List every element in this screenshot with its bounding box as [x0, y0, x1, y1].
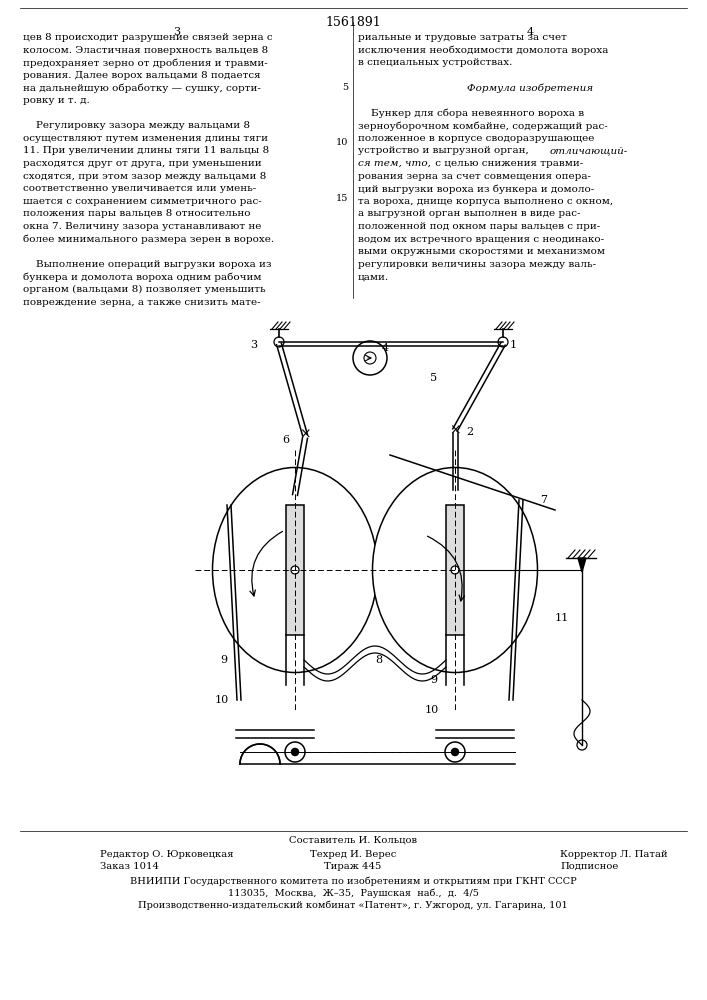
Text: Заказ 1014: Заказ 1014: [100, 862, 159, 871]
Text: цами.: цами.: [358, 272, 389, 281]
Circle shape: [274, 337, 284, 347]
Circle shape: [285, 742, 305, 762]
Text: 9: 9: [220, 655, 227, 665]
Text: Тираж 445: Тираж 445: [325, 862, 382, 871]
Text: 4: 4: [527, 27, 534, 37]
Text: зерноуборочном комбайне, содержащий рас-: зерноуборочном комбайне, содержащий рас-: [358, 121, 608, 131]
Text: Выполнение операций выгрузки вороха из: Выполнение операций выгрузки вороха из: [23, 260, 271, 269]
Bar: [286, 505, 304, 635]
Text: 7: 7: [540, 495, 547, 505]
Text: Корректор Л. Патай: Корректор Л. Патай: [560, 850, 667, 859]
Text: цев 8 происходит разрушение связей зерна с: цев 8 происходит разрушение связей зерна…: [23, 33, 273, 42]
Polygon shape: [578, 558, 586, 572]
Text: Производственно-издательский комбинат «Патент», г. Ужгород, ул. Гагарина, 101: Производственно-издательский комбинат «П…: [138, 900, 568, 910]
Text: 10: 10: [215, 695, 229, 705]
Text: ×: ×: [449, 423, 461, 437]
Text: 8: 8: [375, 655, 382, 665]
Text: положения пары вальцев 8 относительно: положения пары вальцев 8 относительно: [23, 209, 250, 218]
Text: ВНИИПИ Государственного комитета по изобретениям и открытиям при ГКНТ СССР: ВНИИПИ Государственного комитета по изоб…: [129, 876, 576, 886]
Text: бункера и домолота вороха одним рабочим: бункера и домолота вороха одним рабочим: [23, 272, 262, 282]
Text: 1: 1: [510, 340, 517, 350]
Text: риальные и трудовые затраты за счет: риальные и трудовые затраты за счет: [358, 33, 567, 42]
Text: ×: ×: [299, 428, 311, 442]
Text: регулировки величины зазора между валь-: регулировки величины зазора между валь-: [358, 260, 596, 269]
Text: выми окружными скоростями и механизмом: выми окружными скоростями и механизмом: [358, 247, 605, 256]
Bar: [446, 505, 464, 635]
Text: окна 7. Величину зазора устанавливают не: окна 7. Величину зазора устанавливают не: [23, 222, 262, 231]
Text: Подписное: Подписное: [560, 862, 619, 871]
Circle shape: [452, 748, 459, 756]
Text: устройство и выгрузной орган,: устройство и выгрузной орган,: [358, 146, 532, 155]
Text: 9: 9: [430, 675, 437, 685]
Text: 10: 10: [336, 138, 348, 147]
Text: та вороха, днище корпуса выполнено с окном,: та вороха, днище корпуса выполнено с окн…: [358, 197, 613, 206]
Text: более минимального размера зерен в ворохе.: более минимального размера зерен в ворох…: [23, 235, 274, 244]
Text: повреждение зерна, а также снизить мате-: повреждение зерна, а также снизить мате-: [23, 298, 261, 307]
Circle shape: [291, 748, 298, 756]
Text: шается с сохранением симметричного рас-: шается с сохранением симметричного рас-: [23, 197, 262, 206]
Text: исключения необходимости домолота вороха: исключения необходимости домолота вороха: [358, 46, 609, 55]
Text: 11. При увеличении длины тяги 11 вальцы 8: 11. При увеличении длины тяги 11 вальцы …: [23, 146, 269, 155]
Text: Составитель И. Кольцов: Составитель И. Кольцов: [289, 836, 417, 845]
Text: ровку и т. д.: ровку и т. д.: [23, 96, 90, 105]
Text: осуществляют путем изменения длины тяги: осуществляют путем изменения длины тяги: [23, 134, 268, 143]
Text: ций выгрузки вороха из бункера и домоло-: ций выгрузки вороха из бункера и домоло-: [358, 184, 595, 194]
Text: рования. Далее ворох вальцами 8 подается: рования. Далее ворох вальцами 8 подается: [23, 71, 261, 80]
Text: органом (вальцами 8) позволяет уменьшить: органом (вальцами 8) позволяет уменьшить: [23, 285, 266, 294]
Ellipse shape: [213, 468, 378, 672]
Text: 1561891: 1561891: [325, 16, 381, 29]
Circle shape: [291, 566, 299, 574]
Text: 15: 15: [336, 194, 348, 203]
Text: рования зерна за счет совмещения опера-: рования зерна за счет совмещения опера-: [358, 172, 591, 181]
Text: положенное в корпусе сводоразрушающее: положенное в корпусе сводоразрушающее: [358, 134, 595, 143]
Circle shape: [452, 566, 459, 574]
Text: Регулировку зазора между вальцами 8: Регулировку зазора между вальцами 8: [23, 121, 250, 130]
Text: 3: 3: [250, 340, 257, 350]
Circle shape: [445, 742, 465, 762]
Text: с целью снижения травми-: с целью снижения травми-: [432, 159, 583, 168]
Text: 3: 3: [173, 27, 180, 37]
Text: 4: 4: [382, 343, 389, 353]
Text: на дальнейшую обработку — сушку, сорти-: на дальнейшую обработку — сушку, сорти-: [23, 83, 261, 93]
Text: Формула изобретения: Формула изобретения: [467, 83, 593, 93]
Circle shape: [353, 341, 387, 375]
Text: водом их встречного вращения с неодинако-: водом их встречного вращения с неодинако…: [358, 235, 604, 244]
Text: отличающий-: отличающий-: [550, 146, 629, 155]
Text: сходятся, при этом зазор между вальцами 8: сходятся, при этом зазор между вальцами …: [23, 172, 267, 181]
Text: Бункер для сбора невеянного вороха в: Бункер для сбора невеянного вороха в: [358, 109, 584, 118]
Circle shape: [577, 740, 587, 750]
Circle shape: [498, 337, 508, 347]
Text: а выгрузной орган выполнен в виде рас-: а выгрузной орган выполнен в виде рас-: [358, 209, 580, 218]
Text: ся тем, что,: ся тем, что,: [358, 159, 431, 168]
Text: 113035,  Москва,  Ж–35,  Раушская  наб.,  д.  4/5: 113035, Москва, Ж–35, Раушская наб., д. …: [228, 888, 479, 898]
Text: Редактор О. Юрковецкая: Редактор О. Юрковецкая: [100, 850, 233, 859]
Ellipse shape: [373, 468, 537, 672]
Text: 10: 10: [425, 705, 439, 715]
Text: 5: 5: [430, 373, 437, 383]
Text: предохраняет зерно от дробления и травми-: предохраняет зерно от дробления и травми…: [23, 58, 268, 68]
Text: соответственно увеличивается или умень-: соответственно увеличивается или умень-: [23, 184, 256, 193]
Text: положенной под окном пары вальцев с при-: положенной под окном пары вальцев с при-: [358, 222, 600, 231]
Text: 5: 5: [342, 83, 348, 92]
Circle shape: [291, 566, 298, 574]
Text: 2: 2: [466, 427, 473, 437]
Text: 11: 11: [555, 613, 569, 623]
Circle shape: [451, 566, 459, 574]
Text: в специальных устройствах.: в специальных устройствах.: [358, 58, 513, 67]
Text: 6: 6: [282, 435, 289, 445]
Text: Техред И. Верес: Техред И. Верес: [310, 850, 396, 859]
Text: колосом. Эластичная поверхность вальцев 8: колосом. Эластичная поверхность вальцев …: [23, 46, 268, 55]
Text: расходятся друг от друга, при уменьшении: расходятся друг от друга, при уменьшении: [23, 159, 262, 168]
